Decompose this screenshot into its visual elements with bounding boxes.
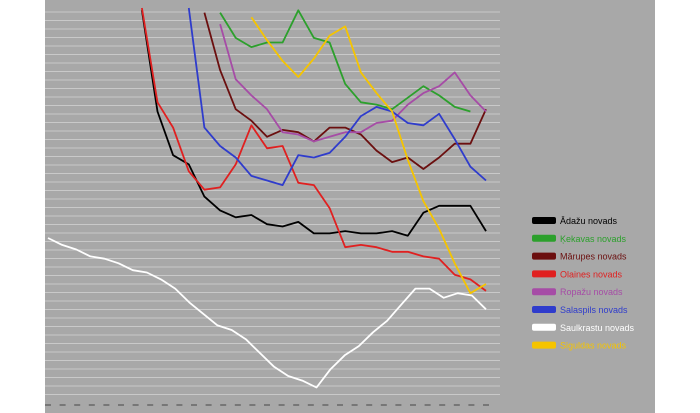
legend-swatch <box>532 306 556 313</box>
x-tick-mark <box>453 404 460 406</box>
legend-label: Olaines novads <box>560 269 623 279</box>
x-tick-mark <box>161 404 168 406</box>
x-tick-mark <box>395 404 402 406</box>
legend-label: Ropažu novads <box>560 287 623 297</box>
x-tick-mark <box>103 404 110 406</box>
plot-background <box>45 0 500 413</box>
series-line-saulkrastu-novads <box>47 237 487 389</box>
x-tick-mark <box>380 404 387 406</box>
series-lines <box>47 7 487 389</box>
series-line-salaspils-novads <box>187 7 487 186</box>
x-tick-mark <box>307 404 314 406</box>
x-tick-mark <box>337 404 343 406</box>
x-tick-mark <box>322 404 329 406</box>
x-tick-mark <box>264 404 270 406</box>
x-tick-mark <box>424 404 431 406</box>
x-tick-mark <box>220 404 227 406</box>
x-tick-mark <box>410 404 416 406</box>
series-line-mārupes-novads <box>203 12 487 170</box>
legend-swatch <box>532 323 556 331</box>
x-tick-mark <box>205 404 212 406</box>
x-tick-mark <box>278 404 285 406</box>
x-tick-mark <box>483 404 489 406</box>
series-line-ropažu-novads <box>219 23 487 143</box>
legend-swatch <box>532 341 556 349</box>
legend-swatch <box>532 270 556 278</box>
x-tick-mark <box>234 404 241 406</box>
x-tick-mark <box>366 404 373 406</box>
legend-swatch <box>532 288 556 296</box>
legend: Ādažu novads Ķekavas novads Mārupes novads… <box>532 216 635 351</box>
x-tick-mark <box>249 404 256 406</box>
x-tick-mark <box>132 404 139 406</box>
x-tick-mark <box>74 404 81 406</box>
series-line-olaines-novads <box>141 7 487 292</box>
legend-label: Mārupes novads <box>560 252 627 262</box>
legend-swatch <box>532 234 556 242</box>
x-tick-mark <box>293 404 300 406</box>
x-tick-mark <box>147 404 154 406</box>
x-tick-mark <box>439 404 446 406</box>
x-tick-marks <box>45 404 489 406</box>
x-tick-mark <box>176 404 183 406</box>
legend-label: Ķekavas novads <box>560 234 627 244</box>
series-line-siguldas-novads <box>250 16 487 295</box>
x-tick-mark <box>351 404 358 406</box>
legend-label: Saulkrastu novads <box>560 323 635 333</box>
horizontal-gridlines <box>45 11 500 395</box>
x-tick-mark <box>59 404 66 406</box>
legend-label: Salaspils novads <box>560 305 628 315</box>
x-tick-mark <box>468 404 475 406</box>
legend-label: Siguldas novads <box>560 341 627 351</box>
x-tick-mark <box>45 404 51 406</box>
legend-swatch <box>532 252 556 260</box>
x-tick-mark <box>118 404 124 406</box>
x-tick-mark <box>88 404 95 406</box>
series-line-ķekavas-novads <box>219 9 471 113</box>
legend-swatch <box>532 217 556 224</box>
x-tick-mark <box>191 404 197 406</box>
outer-right-panel <box>500 0 655 413</box>
legend-label: Ādažu novads <box>560 216 618 226</box>
